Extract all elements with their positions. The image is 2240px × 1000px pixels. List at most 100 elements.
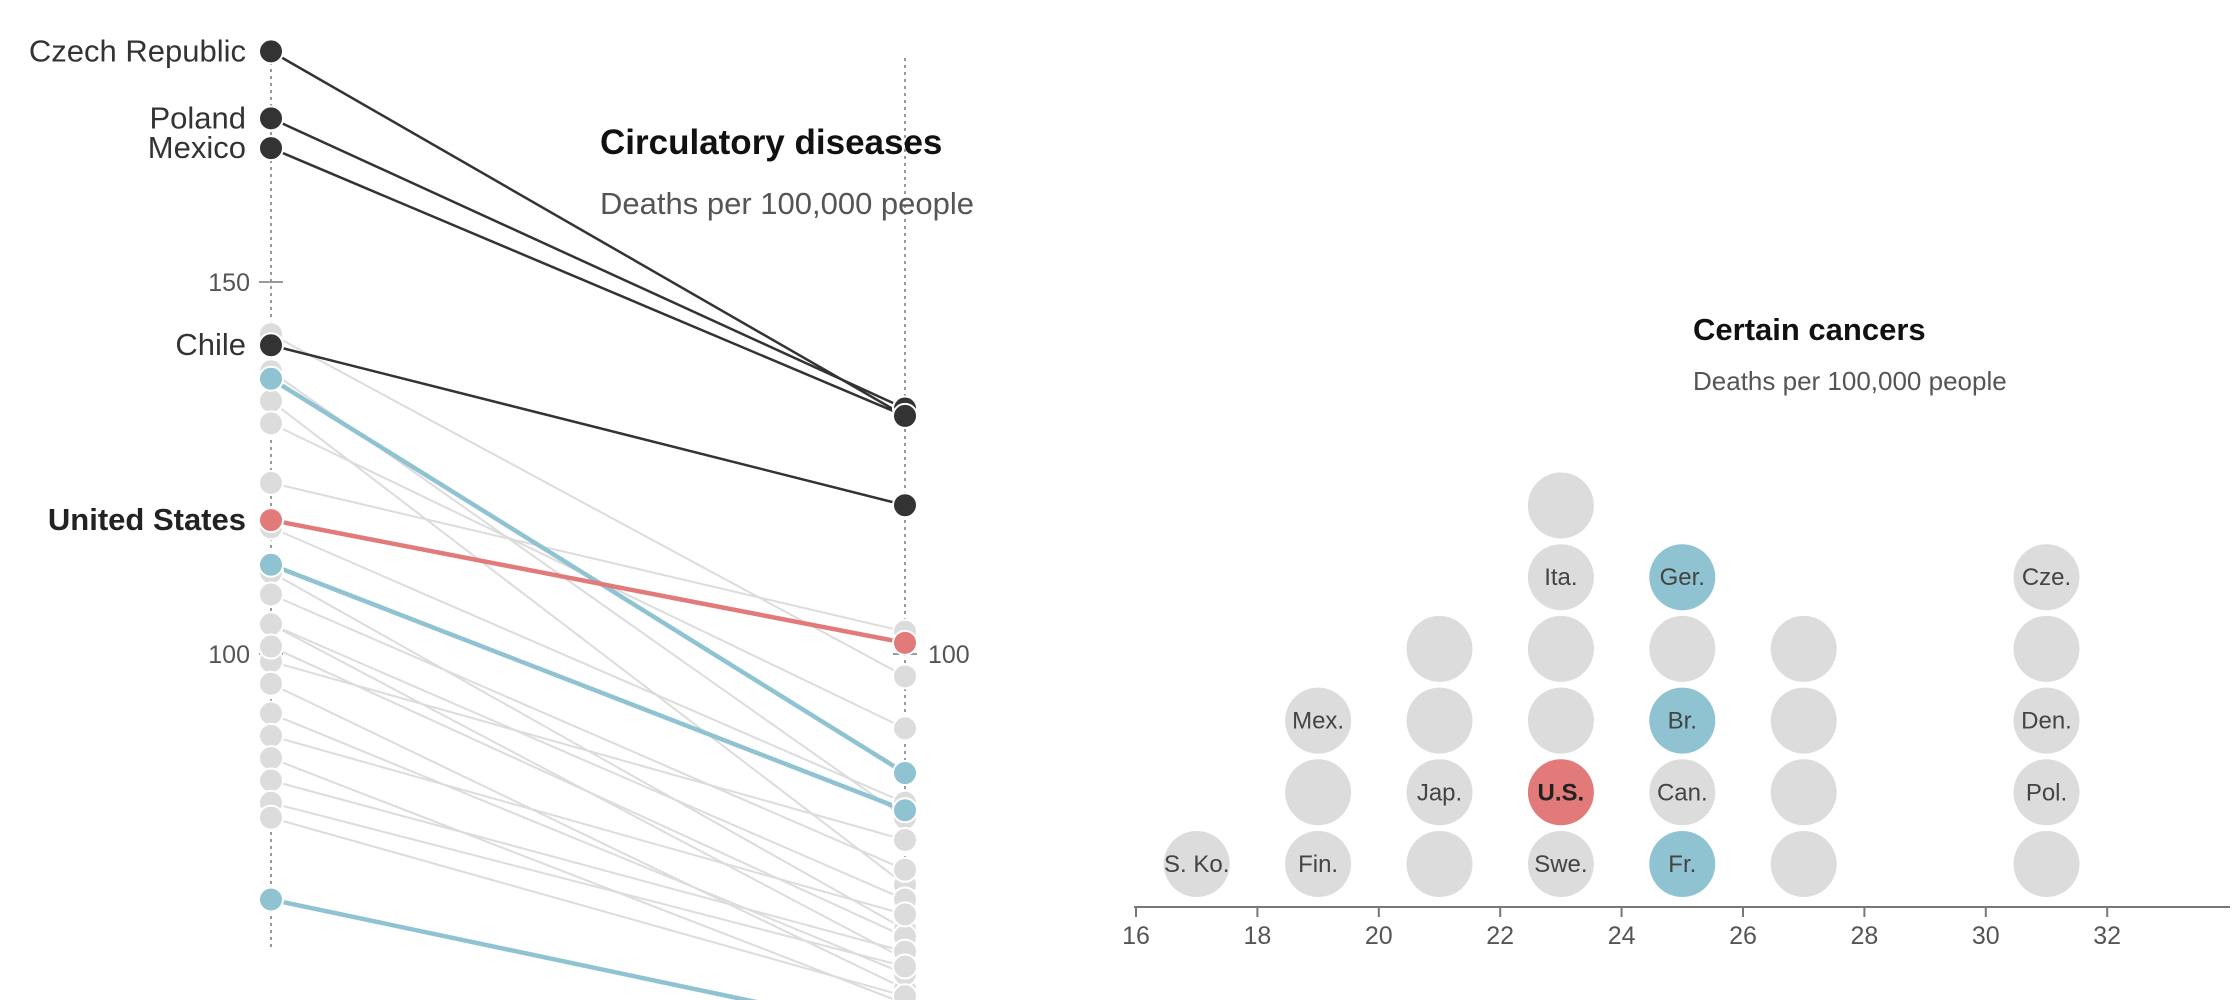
slope-line-series-21 <box>270 712 906 975</box>
right-point-series-17 <box>892 827 918 853</box>
left-point-series-26 <box>258 804 284 831</box>
left-point-series-23 <box>258 745 284 772</box>
dot-label-u-s: U.S. <box>1538 779 1585 806</box>
x-tick-label-24: 24 <box>1608 922 1636 950</box>
slope-line-united-states <box>270 517 906 646</box>
x-tick-label-16: 16 <box>1122 922 1150 950</box>
dot-label-jap: Jap. <box>1417 779 1462 806</box>
dot-31-row-2 <box>2013 687 2080 754</box>
dot-23-row-1 <box>1527 759 1594 826</box>
dot-label-mex: Mex. <box>1292 708 1344 735</box>
slope-line-series-23 <box>270 757 899 1000</box>
dot-label-can: Can. <box>1657 779 1708 806</box>
x-tick-label-26: 26 <box>1729 922 1757 950</box>
right-point-series-15 <box>892 856 918 883</box>
dot-25-row-1 <box>1649 759 1716 826</box>
dot-label-cze: Cze. <box>2022 564 2071 591</box>
dot-label-den: Den. <box>2021 708 2072 735</box>
slope-line-series-19 <box>270 645 906 938</box>
country-label-chile: Chile <box>175 327 246 362</box>
dot-label-fr: Fr. <box>1668 851 1696 878</box>
right-point-series-8 <box>892 663 918 690</box>
dot-19-row-2 <box>1285 687 1352 754</box>
left-point-chile <box>258 332 284 359</box>
left-tick-label-100: 100 <box>208 641 250 669</box>
dot-label-swe: Swe. <box>1534 851 1587 878</box>
dot-23-row-5 <box>1527 472 1594 539</box>
dot-histogram-chart: Certain cancers Deaths per 100,000 peopl… <box>1122 312 2230 950</box>
dot-31-row-1 <box>2013 759 2080 826</box>
left-point-series-6 <box>258 551 284 578</box>
dot-label-ita: Ita. <box>1544 564 1577 591</box>
cancers-title: Certain cancers <box>1693 312 1926 347</box>
dot-27-row-2 <box>1770 687 1837 754</box>
right-point-series-6 <box>892 797 918 824</box>
dot-27-row-0 <box>1770 831 1837 897</box>
dot-23-row-4 <box>1527 544 1594 611</box>
dot-label-s-ko: S. Ko. <box>1164 851 1229 878</box>
left-point-series-15 <box>258 581 284 608</box>
dot-27-row-3 <box>1770 615 1837 682</box>
dot-23-row-0 <box>1527 831 1594 897</box>
left-point-united-states <box>258 507 284 534</box>
dot-21-row-0 <box>1406 831 1473 897</box>
dot-21-row-1 <box>1406 759 1473 826</box>
dot-23-row-3 <box>1527 615 1594 682</box>
dot-label-ger: Ger. <box>1660 564 1705 591</box>
left-point-series-19 <box>258 633 284 660</box>
dot-31-row-4 <box>2013 544 2080 611</box>
right-point-series-5 <box>892 760 918 787</box>
right-point-series-25 <box>892 953 918 980</box>
dot-21-row-3 <box>1406 615 1473 682</box>
dot-25-row-2 <box>1649 687 1716 754</box>
slope-line-series-7 <box>270 897 758 1000</box>
left-point-series-24 <box>258 767 284 794</box>
x-tick-label-20: 20 <box>1365 922 1393 950</box>
slope-line-series-5 <box>269 376 907 775</box>
left-point-series-20 <box>258 670 284 697</box>
cancers-subtitle: Deaths per 100,000 people <box>1693 366 2007 396</box>
circulatory-subtitle: Deaths per 100,000 people <box>600 186 974 221</box>
left-tick-label-150: 150 <box>208 269 250 297</box>
slope-line-series-10 <box>270 400 906 886</box>
dot-17-row-0 <box>1163 831 1230 897</box>
dot-31-row-3 <box>2013 615 2080 682</box>
dot-25-row-0 <box>1649 831 1716 897</box>
x-tick-label-22: 22 <box>1486 922 1514 950</box>
country-label-poland: Poland <box>149 100 246 135</box>
slope-line-series-25 <box>270 801 906 968</box>
dot-31-row-0 <box>2013 831 2080 897</box>
slope-line-series-26 <box>270 816 906 998</box>
country-label-czech-republic: Czech Republic <box>29 33 246 68</box>
country-label-united-states: United States <box>48 502 246 537</box>
slope-line-series-24 <box>270 779 906 953</box>
right-point-series-26 <box>892 983 918 1000</box>
country-label-mexico: Mexico <box>148 130 246 165</box>
slope-line-mexico <box>270 146 906 418</box>
left-point-series-5 <box>258 365 284 392</box>
histogram-dots: S. Ko. Fin. Mex. Jap. Swe. U.S. Ita. Fr. Can. Br.… <box>1163 472 2080 897</box>
dot-25-row-3 <box>1649 615 1716 682</box>
slope-line-series-13 <box>270 526 906 804</box>
dot-23-row-2 <box>1527 687 1594 754</box>
left-point-series-18 <box>258 611 284 638</box>
slope-line-series-12 <box>270 481 906 633</box>
x-tick-label-28: 28 <box>1850 922 1878 950</box>
left-point-series-21 <box>258 700 284 727</box>
circulatory-title: Circulatory diseases <box>600 123 942 162</box>
slope-line-series-17 <box>270 660 906 841</box>
dot-label-pol: Pol. <box>2026 779 2067 806</box>
right-point-series-11 <box>892 715 918 742</box>
slope-line-czech-republic <box>270 50 906 418</box>
dot-27-row-1 <box>1770 759 1837 826</box>
x-tick-label-30: 30 <box>1972 922 2000 950</box>
right-point-united-states <box>892 629 918 656</box>
slope-line-series-20 <box>270 682 906 990</box>
right-point-mexico <box>892 402 918 429</box>
slope-line-chile <box>270 344 906 507</box>
x-tick-label-18: 18 <box>1243 922 1271 950</box>
left-point-series-7 <box>258 886 284 913</box>
dot-label-br: Br. <box>1668 708 1697 735</box>
dot-19-row-1 <box>1285 759 1352 826</box>
